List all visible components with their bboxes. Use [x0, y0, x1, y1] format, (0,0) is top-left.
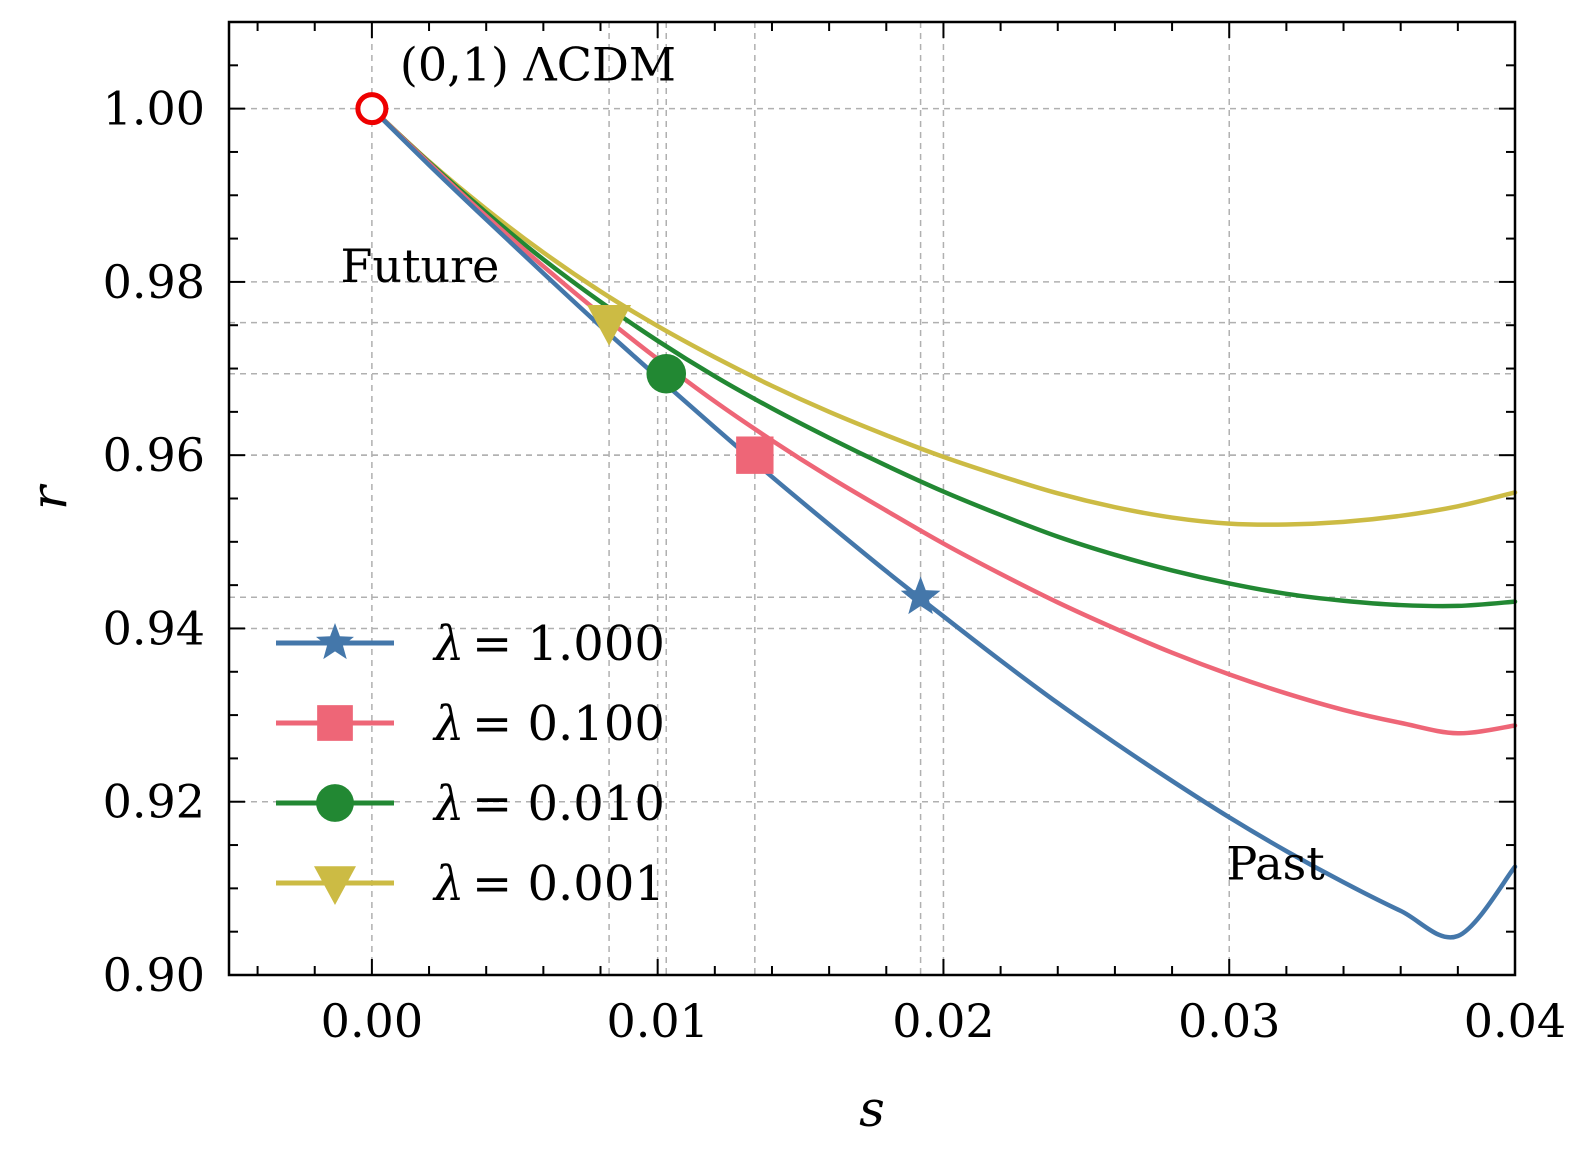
legend-lambda: λ	[432, 616, 464, 672]
legend-entry: λ = 0.001	[276, 856, 665, 912]
y-tick-label: 0.96	[103, 428, 205, 482]
series-curve	[369, 106, 1518, 609]
legend-marker-triangle-down	[314, 866, 356, 906]
annotation-past: Past	[1226, 837, 1325, 891]
x-tick-label: 0.03	[1178, 994, 1280, 1048]
y-tick-label: 0.98	[103, 255, 205, 309]
legend-value: = 1.000	[472, 616, 665, 672]
series-curve	[369, 106, 1518, 940]
annotation-future: Future	[340, 239, 499, 293]
legend-entry: λ = 0.100	[276, 696, 665, 752]
y-tick-label: 0.90	[103, 948, 205, 1002]
legend-lambda: λ	[432, 696, 464, 752]
ticks	[229, 21, 1516, 976]
x-tick-label: 0.01	[606, 994, 708, 1048]
reference-lines	[229, 22, 1515, 975]
markers	[587, 305, 941, 615]
legend-marker-circle	[316, 784, 354, 822]
legend-value: = 0.010	[472, 776, 665, 832]
x-tick-label: 0.04	[1464, 994, 1566, 1048]
plot-frame	[227, 20, 1517, 977]
legend-entry: λ = 0.010	[276, 776, 665, 832]
legend-value: = 0.100	[472, 696, 665, 752]
y-tick-label: 0.94	[103, 601, 205, 655]
y-axis-label: r	[20, 483, 78, 510]
lcdm-point-label: (0,1) ΛCDM	[400, 38, 676, 92]
legend-marker-star	[316, 623, 354, 660]
x-tick-label: 0.02	[892, 994, 994, 1048]
y-tick-label: 1.00	[103, 82, 205, 136]
series-marker-circle	[646, 353, 687, 394]
annotations: Future Past	[340, 239, 1325, 891]
legend-lambda: λ	[432, 776, 464, 832]
legend-marker-square	[317, 705, 353, 741]
series-marker-square	[736, 436, 774, 474]
tick-labels: 0.00 0.01 0.02 0.03 0.04 0.90 0.92 0.94 0.96 0.98…	[103, 82, 1567, 1048]
legend-entry: λ = 1.000	[276, 616, 665, 672]
series-curve	[369, 106, 1518, 527]
x-axis-label: s	[859, 1080, 885, 1138]
series-marker-triangle-down	[587, 305, 632, 346]
curves	[369, 106, 1518, 940]
x-tick-label: 0.00	[321, 994, 423, 1048]
legend-lambda: λ	[432, 856, 464, 912]
grid-layer	[229, 22, 1516, 976]
series-marker-star	[900, 576, 941, 615]
y-tick-label: 0.92	[103, 775, 205, 829]
legend-value: = 0.001	[472, 856, 665, 912]
lcdm-point-marker	[355, 92, 389, 126]
series-curve	[369, 106, 1518, 736]
